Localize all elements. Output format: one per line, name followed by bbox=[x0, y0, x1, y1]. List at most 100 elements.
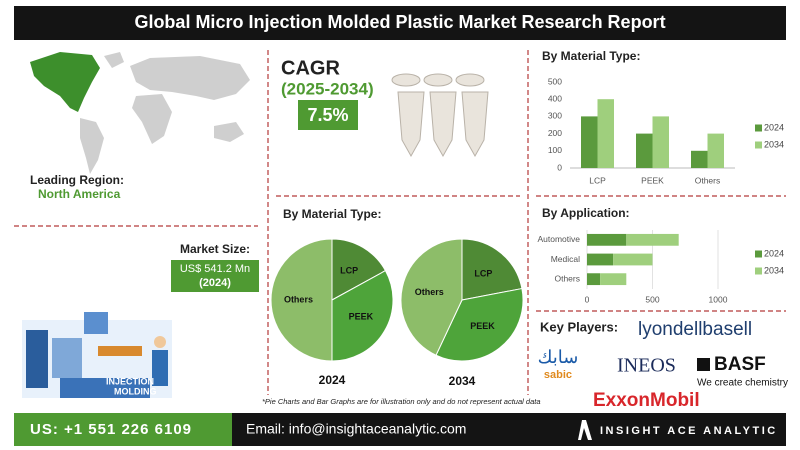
header-bar bbox=[14, 6, 786, 40]
chart-title: By Material Type: bbox=[542, 49, 640, 63]
y-tick-label: 500 bbox=[548, 76, 562, 86]
legend-label: 2034 bbox=[764, 139, 784, 149]
bar bbox=[707, 133, 724, 168]
bar bbox=[587, 253, 614, 266]
injection-illustration: INJECTION MOLDING bbox=[22, 312, 172, 398]
south-america bbox=[80, 118, 104, 174]
logo-exxonmobil: ExxonMobil bbox=[593, 390, 700, 411]
pie-section-title: By Material Type: bbox=[283, 207, 381, 221]
x-tick-label: 500 bbox=[645, 294, 659, 304]
legend-swatch bbox=[755, 124, 762, 132]
tube-cap bbox=[455, 73, 485, 87]
basf-square bbox=[697, 358, 710, 371]
bar bbox=[581, 116, 598, 168]
pie-slice bbox=[331, 269, 394, 362]
tube-cap bbox=[423, 73, 453, 87]
market-size-year: (2024) bbox=[199, 277, 231, 289]
bar bbox=[613, 253, 653, 266]
pie-slice bbox=[435, 287, 524, 362]
key-players-title: Key Players: bbox=[540, 319, 618, 334]
bar bbox=[636, 133, 653, 168]
machine-part bbox=[26, 330, 48, 388]
pie-title: 2034 bbox=[449, 374, 476, 388]
x-tick-label: 0 bbox=[585, 294, 590, 304]
logo-lyondellbasell: lyondellbasell bbox=[638, 319, 752, 340]
base bbox=[60, 378, 150, 398]
region-value: North America bbox=[38, 187, 121, 201]
slice-label: LCP bbox=[474, 269, 492, 279]
y-tick-label: Others bbox=[554, 273, 580, 283]
region-label: Leading Region: bbox=[30, 173, 124, 187]
page-title: Global Micro Injection Molded Plastic Ma… bbox=[134, 12, 665, 32]
legend-swatch bbox=[755, 267, 762, 275]
bar bbox=[626, 233, 679, 246]
logo-sabic: sabic bbox=[544, 369, 572, 381]
bar bbox=[587, 273, 601, 286]
slice-label: Others bbox=[284, 294, 313, 304]
bar bbox=[597, 99, 614, 168]
chart-title: By Application: bbox=[542, 206, 630, 220]
barrel bbox=[98, 346, 142, 356]
logo-sabic-arabic: سابك bbox=[538, 347, 579, 367]
illustration-text: MOLDING bbox=[114, 386, 157, 396]
tube bbox=[429, 91, 457, 158]
slice-label: Others bbox=[415, 287, 444, 297]
north-america bbox=[30, 52, 100, 112]
legend-swatch bbox=[755, 250, 762, 258]
legend-swatch bbox=[755, 141, 762, 149]
tube bbox=[397, 91, 425, 158]
illustration-text: INJECTION bbox=[106, 376, 154, 386]
bar bbox=[652, 116, 669, 168]
slice-label: PEEK bbox=[349, 311, 374, 321]
pie-slice bbox=[461, 238, 523, 301]
pie-title: 2024 bbox=[319, 373, 346, 387]
y-tick-label: 100 bbox=[548, 145, 562, 155]
cagr-box bbox=[298, 100, 358, 130]
pie-slice bbox=[270, 238, 333, 362]
y-tick-label: 300 bbox=[548, 111, 562, 121]
cagr-label: CAGR bbox=[281, 57, 340, 79]
pie-slice bbox=[331, 238, 387, 301]
australia bbox=[214, 122, 244, 142]
machine-part bbox=[52, 338, 82, 378]
separators bbox=[14, 50, 786, 395]
tube-cap bbox=[391, 73, 421, 87]
footer-phone: US: +1 551 226 6109 bbox=[30, 421, 192, 438]
slice-label: LCP bbox=[340, 265, 358, 275]
x-tick-label: Others bbox=[695, 175, 721, 185]
market-size-value: US$ 541.2 Mn bbox=[180, 263, 250, 275]
legend-label: 2024 bbox=[764, 248, 784, 258]
africa bbox=[132, 94, 172, 144]
y-tick-label: 200 bbox=[548, 128, 562, 138]
pie-slice bbox=[400, 238, 463, 356]
bar bbox=[587, 233, 627, 246]
footer-bar bbox=[232, 413, 786, 446]
screen bbox=[84, 312, 108, 334]
y-tick-label: Automotive bbox=[537, 234, 580, 244]
logo-basf: BASF bbox=[714, 354, 766, 375]
footnote: *Pie Charts and Bar Graphs are for illus… bbox=[262, 397, 541, 406]
logo-ineos: INEOS bbox=[617, 355, 676, 377]
x-tick-label: PEEK bbox=[641, 175, 664, 185]
tube bbox=[461, 91, 489, 158]
market-size-label: Market Size: bbox=[180, 242, 250, 256]
bar bbox=[691, 150, 708, 168]
footer-phone-box bbox=[14, 413, 232, 446]
footer-brand: INSIGHT ACE ANALYTIC bbox=[600, 425, 778, 437]
legend-label: 2034 bbox=[764, 265, 784, 275]
bar bbox=[600, 273, 627, 286]
worker-body bbox=[152, 350, 168, 386]
footer-email: Email: info@insightaceanalytic.com bbox=[246, 421, 466, 437]
tubes bbox=[391, 73, 489, 158]
legend-label: 2024 bbox=[764, 122, 784, 132]
x-tick-label: LCP bbox=[589, 175, 606, 185]
basf-tagline: We create chemistry bbox=[697, 378, 788, 389]
cagr-value: 7.5% bbox=[307, 105, 348, 125]
brand-icon bbox=[578, 420, 592, 440]
x-tick-label: 1000 bbox=[709, 294, 728, 304]
cagr-period: (2025-2034) bbox=[281, 79, 374, 98]
world-map bbox=[30, 52, 250, 174]
y-tick-label: Medical bbox=[551, 254, 580, 264]
y-tick-label: 400 bbox=[548, 93, 562, 103]
